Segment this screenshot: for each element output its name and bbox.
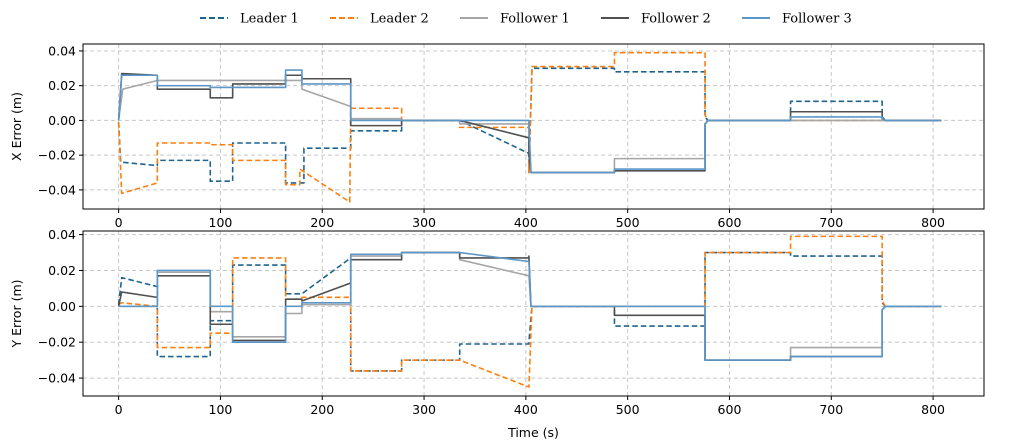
- legend-label: Follower 3: [782, 12, 852, 27]
- x-tick-label: 200: [310, 402, 334, 417]
- x-axis-label: Time (s): [507, 425, 559, 440]
- legend-label: Leader 1: [240, 12, 299, 27]
- x-error-panel: 0 100 200 300 400 500 600 700 800 −0.04 −0.02 0.00 0…: [9, 43, 985, 230]
- x-tick-label: 200: [310, 215, 334, 230]
- x-tick-label: 600: [718, 402, 742, 417]
- y-error-panel: 0 100 200 300 400 500 600 700 800 −0.04 −0.02 0.00 0…: [9, 227, 985, 440]
- x-tick-label: 700: [819, 402, 843, 417]
- plot-frame: [82, 230, 985, 397]
- y-tick-label: 0.00: [48, 113, 76, 128]
- x-tick-label: 300: [412, 402, 436, 417]
- x-tick-label: 800: [921, 215, 945, 230]
- x-tick-label: 600: [718, 215, 742, 230]
- series-line-follower-3: [117, 69, 942, 174]
- x-tick-label: 0: [115, 402, 123, 417]
- legend: Leader 1 Leader 2 Follower 1 Follower 2 Foll…: [200, 12, 852, 27]
- x-tick-label: 100: [209, 215, 233, 230]
- legend-label: Leader 2: [370, 12, 429, 27]
- series-line-leader-2: [117, 51, 942, 203]
- x-tick-label: 100: [209, 402, 233, 417]
- y-tick-label: −0.04: [38, 182, 76, 197]
- x-tick-label: 400: [514, 402, 538, 417]
- x-tick-label: 500: [616, 402, 640, 417]
- x-tick-label: 800: [921, 402, 945, 417]
- x-tick-label: 0: [115, 215, 123, 230]
- y-tick-label: 0.00: [48, 299, 76, 314]
- legend-label: Follower 1: [500, 12, 570, 27]
- x-tick-label: 400: [514, 215, 538, 230]
- series-line-leader-2: [118, 235, 942, 388]
- x-tick-label: 300: [412, 215, 436, 230]
- y-tick-label: −0.02: [38, 335, 76, 350]
- y-axis-label: X Error (m): [9, 92, 24, 161]
- y-tick-label: 0.04: [48, 227, 76, 242]
- y-axis-label: Y Error (m): [9, 280, 24, 349]
- series-group: [117, 51, 942, 203]
- y-tick-label: −0.02: [38, 148, 76, 163]
- y-tick-label: 0.02: [48, 263, 76, 278]
- x-tick-label: 500: [616, 215, 640, 230]
- series-line-follower-3: [118, 251, 942, 361]
- y-tick-label: −0.04: [38, 371, 76, 386]
- legend-label: Follower 2: [641, 12, 711, 27]
- x-tick-label: 700: [819, 215, 843, 230]
- y-tick-label: 0.04: [48, 43, 76, 58]
- series-group: [117, 235, 942, 388]
- y-tick-label: 0.02: [48, 78, 76, 93]
- plot-frame: [82, 43, 985, 210]
